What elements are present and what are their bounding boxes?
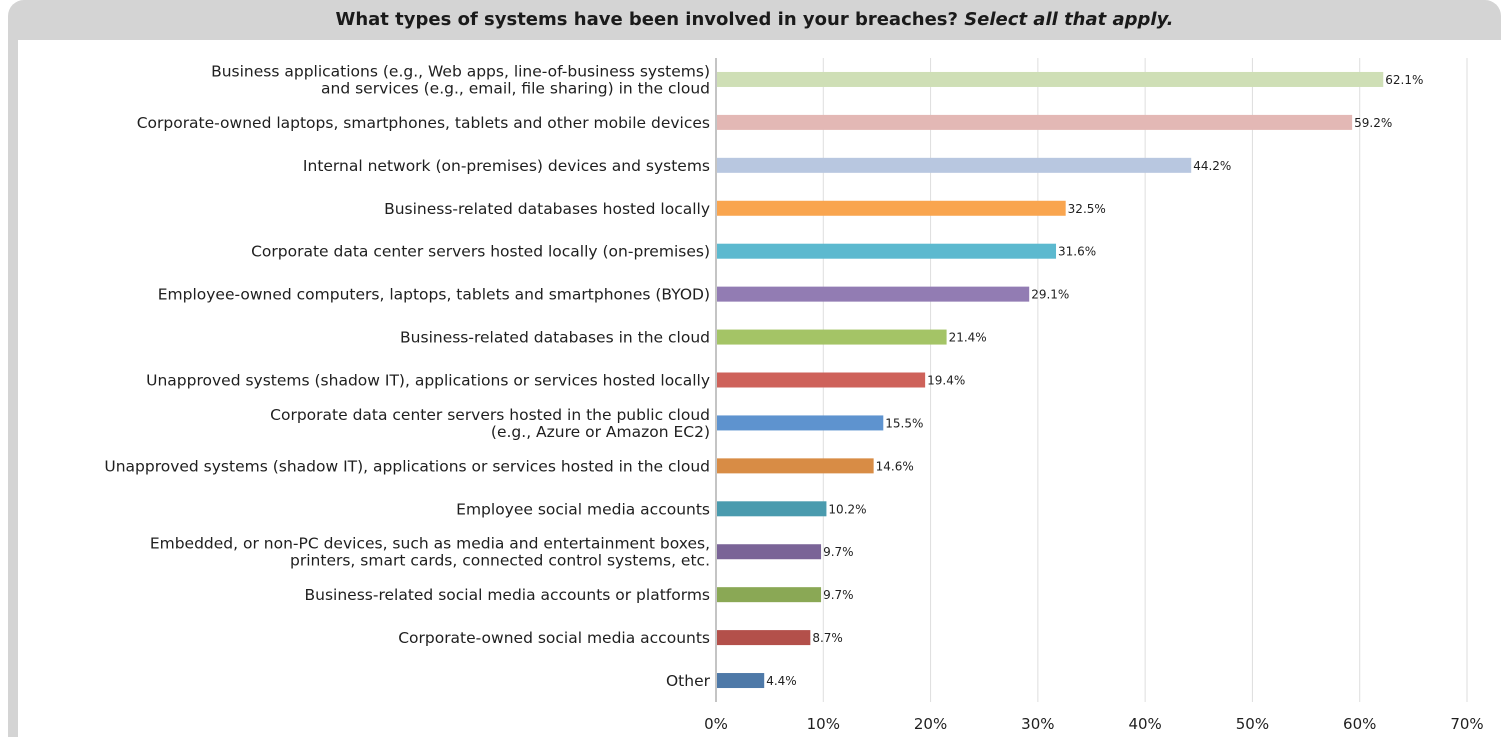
bar (717, 114, 1353, 130)
bars (717, 71, 1384, 689)
value-label: 9.7% (823, 545, 854, 559)
chart-subtitle: Select all that apply. (964, 9, 1174, 30)
bar (717, 587, 822, 603)
category-label: Business-related databases in the cloud (400, 329, 710, 347)
value-label: 62.1% (1385, 73, 1423, 87)
value-label: 15.5% (885, 416, 923, 430)
bar (717, 329, 947, 345)
value-label: 4.4% (766, 674, 797, 688)
value-label: 59.2% (1354, 116, 1392, 130)
value-label: 31.6% (1058, 245, 1096, 259)
bar (717, 544, 822, 560)
category-label: Internal network (on-premises) devices a… (303, 157, 710, 175)
x-tick-label: 0% (704, 715, 728, 733)
x-tick-label: 10% (807, 715, 840, 733)
bar (717, 673, 765, 689)
category-label: Other (666, 672, 711, 690)
value-label: 10.2% (828, 502, 866, 516)
x-tick-label: 30% (1021, 715, 1054, 733)
category-label: Business applications (e.g., Web apps, l… (211, 62, 710, 97)
value-label: 9.7% (823, 588, 854, 602)
bar (717, 630, 811, 646)
category-label: Business-related social media accounts o… (305, 586, 711, 604)
bar (717, 501, 827, 517)
x-tick-label: 60% (1343, 715, 1376, 733)
x-tick-labels: 0% 10% 20% 30% 40% 50% 60% 70% (704, 715, 1484, 733)
x-tick-label: 40% (1128, 715, 1161, 733)
bar (717, 372, 926, 388)
bar (717, 415, 884, 431)
value-label: 44.2% (1193, 159, 1231, 173)
bar (717, 200, 1066, 216)
x-tick-label: 70% (1450, 715, 1483, 733)
bar (717, 243, 1057, 259)
x-tick-label: 50% (1236, 715, 1269, 733)
value-label: 14.6% (876, 459, 914, 473)
category-label: Embedded, or non-PC devices, such as med… (150, 535, 710, 570)
category-label: Corporate data center servers hosted loc… (251, 243, 710, 261)
category-label: Business-related databases hosted locall… (384, 200, 710, 218)
category-label: Corporate-owned social media accounts (398, 629, 710, 647)
plot-area (18, 40, 1501, 737)
category-label: Employee-owned computers, laptops, table… (158, 286, 710, 304)
x-tick-label: 20% (914, 715, 947, 733)
value-labels: 62.1% 59.2% 44.2% 32.5% 31.6% 29.1% 21.4% 19.4%… (766, 73, 1423, 688)
value-label: 32.5% (1068, 202, 1106, 216)
category-label: Corporate-owned laptops, smartphones, ta… (137, 114, 710, 132)
value-label: 29.1% (1031, 288, 1069, 302)
value-label: 19.4% (927, 374, 965, 388)
chart-title: What types of systems have been involved… (8, 0, 1501, 40)
value-label: 8.7% (812, 631, 843, 645)
category-label: Employee social media accounts (456, 500, 710, 518)
bar (717, 157, 1192, 173)
category-label: Corporate data center servers hosted in … (270, 406, 710, 441)
bar (717, 458, 874, 474)
category-labels: Business applications (e.g., Web apps, l… (104, 62, 710, 690)
bar (717, 286, 1030, 302)
category-label: Unapproved systems (shadow IT), applicat… (146, 372, 710, 390)
bar (717, 71, 1384, 87)
value-label: 21.4% (949, 331, 987, 345)
chart-title-main: What types of systems have been involved… (335, 9, 958, 30)
category-label: Unapproved systems (shadow IT), applicat… (104, 457, 710, 475)
